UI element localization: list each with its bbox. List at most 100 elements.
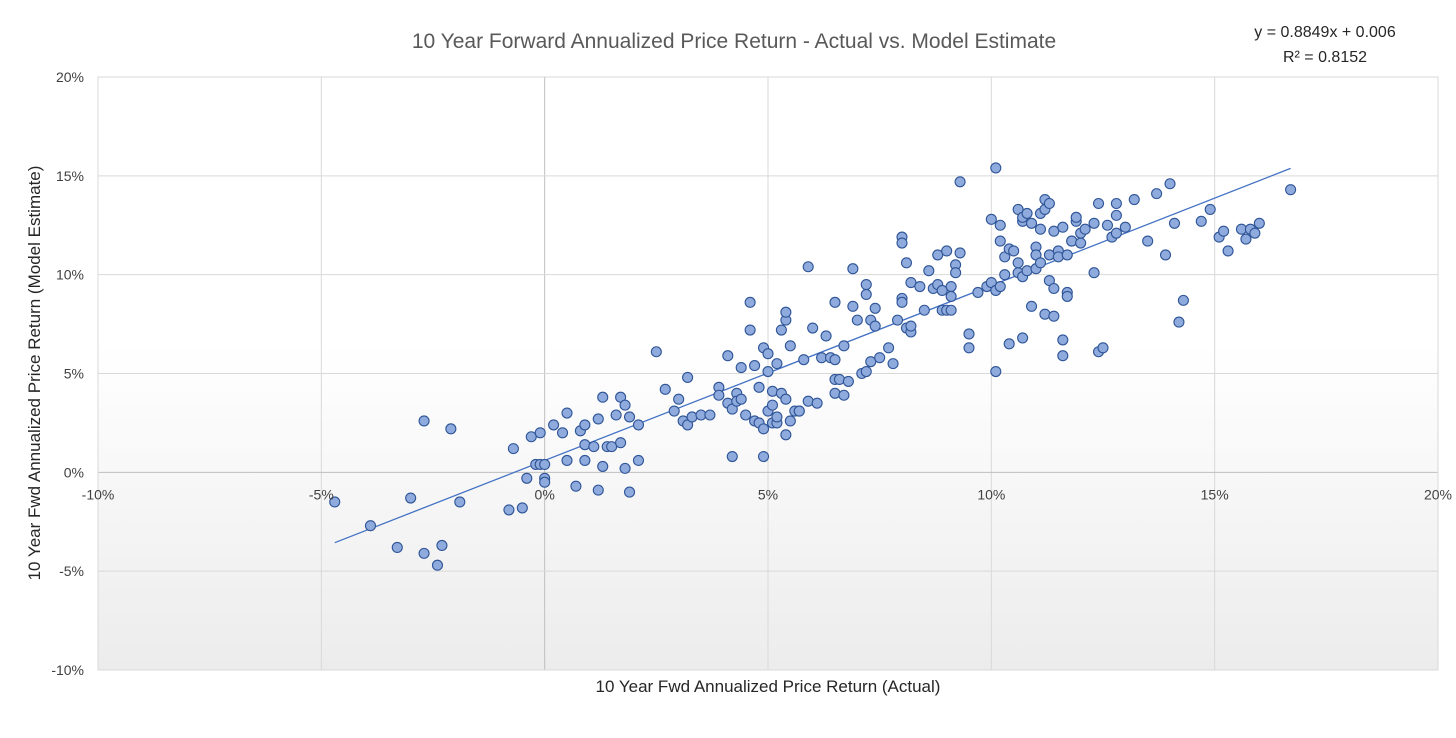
data-point	[923, 265, 935, 277]
data-point	[865, 356, 877, 368]
data-point	[820, 330, 832, 342]
data-point	[1012, 257, 1024, 269]
data-point	[757, 423, 770, 435]
trendline-r-squared: R² = 0.8152	[1283, 49, 1367, 66]
data-point	[829, 354, 841, 366]
data-point	[994, 219, 1006, 231]
data-point	[985, 213, 997, 225]
data-point	[1048, 310, 1060, 322]
data-point	[722, 350, 734, 362]
data-point	[945, 304, 957, 316]
data-point	[1168, 217, 1181, 229]
data-point	[418, 415, 430, 427]
plot-border	[97, 76, 1439, 671]
data-point	[936, 284, 948, 297]
data-point	[329, 496, 341, 508]
data-point	[954, 176, 966, 188]
data-point	[619, 399, 631, 411]
data-point	[1142, 235, 1154, 247]
data-point	[780, 306, 792, 318]
y-tick-label: 0%	[64, 464, 84, 480]
data-point	[869, 320, 881, 332]
data-point	[431, 559, 444, 571]
data-point	[1222, 245, 1234, 257]
data-point	[1025, 300, 1038, 312]
data-point	[833, 373, 846, 385]
data-point	[726, 450, 738, 463]
data-point	[941, 245, 953, 257]
data-point	[668, 405, 680, 417]
y-tick-label: 10%	[56, 267, 84, 283]
data-point	[673, 393, 685, 405]
data-point	[1057, 221, 1069, 233]
data-point	[1088, 217, 1100, 229]
data-point	[1017, 332, 1029, 344]
data-point	[775, 324, 787, 336]
data-point	[945, 290, 957, 302]
data-point	[606, 441, 618, 453]
data-point	[780, 429, 792, 441]
data-point	[1070, 211, 1082, 223]
data-point	[842, 375, 854, 387]
data-point	[1164, 178, 1176, 190]
data-point	[1052, 251, 1064, 263]
data-point	[963, 328, 975, 340]
data-point	[1110, 227, 1122, 239]
data-point	[762, 348, 774, 360]
data-point	[405, 492, 417, 504]
data-point	[905, 277, 917, 289]
data-point	[896, 296, 908, 308]
trendline	[334, 167, 1291, 544]
data-point	[556, 427, 569, 439]
data-point	[1066, 235, 1078, 247]
data-point	[597, 460, 609, 472]
data-point	[950, 267, 962, 279]
data-point	[802, 395, 814, 407]
data-point	[757, 450, 770, 463]
x-tick-label: 5%	[758, 486, 778, 502]
data-point	[418, 547, 430, 559]
x-tick-label: -5%	[309, 486, 334, 502]
x-axis-title: 10 Year Fwd Annualized Price Return (Act…	[596, 677, 941, 696]
data-point	[507, 443, 519, 455]
x-tick-label: 10%	[977, 486, 1005, 502]
data-point	[1034, 223, 1047, 235]
data-point	[579, 419, 591, 431]
data-point	[811, 397, 823, 409]
data-point	[793, 405, 805, 417]
data-point	[1092, 197, 1105, 210]
data-point	[1173, 316, 1185, 328]
data-point	[592, 484, 604, 496]
data-point	[570, 480, 582, 492]
data-point	[1119, 221, 1131, 233]
data-point	[1151, 188, 1163, 200]
data-point	[847, 300, 859, 312]
data-point	[891, 314, 904, 326]
y-tick-label: 15%	[56, 168, 84, 184]
data-point	[659, 383, 671, 395]
data-point	[851, 314, 863, 326]
data-point	[990, 162, 1002, 174]
data-point	[561, 407, 573, 419]
data-point	[579, 454, 591, 467]
x-tick-label: 20%	[1424, 486, 1452, 502]
data-point	[1110, 197, 1122, 210]
data-point	[838, 389, 850, 401]
data-point	[1003, 338, 1015, 350]
data-point	[1057, 350, 1069, 362]
trendline-layer	[334, 167, 1291, 544]
data-point	[1128, 194, 1140, 206]
data-point	[503, 504, 515, 516]
data-point	[436, 539, 448, 552]
data-point	[454, 496, 466, 508]
data-point	[887, 358, 899, 370]
y-tick-label: -5%	[59, 563, 84, 579]
data-point	[883, 342, 895, 354]
data-point	[1034, 257, 1047, 269]
data-point	[829, 296, 841, 308]
x-tick-label: 15%	[1201, 486, 1229, 502]
data-point	[1249, 227, 1261, 239]
data-point	[784, 340, 796, 352]
data-point	[632, 419, 645, 431]
